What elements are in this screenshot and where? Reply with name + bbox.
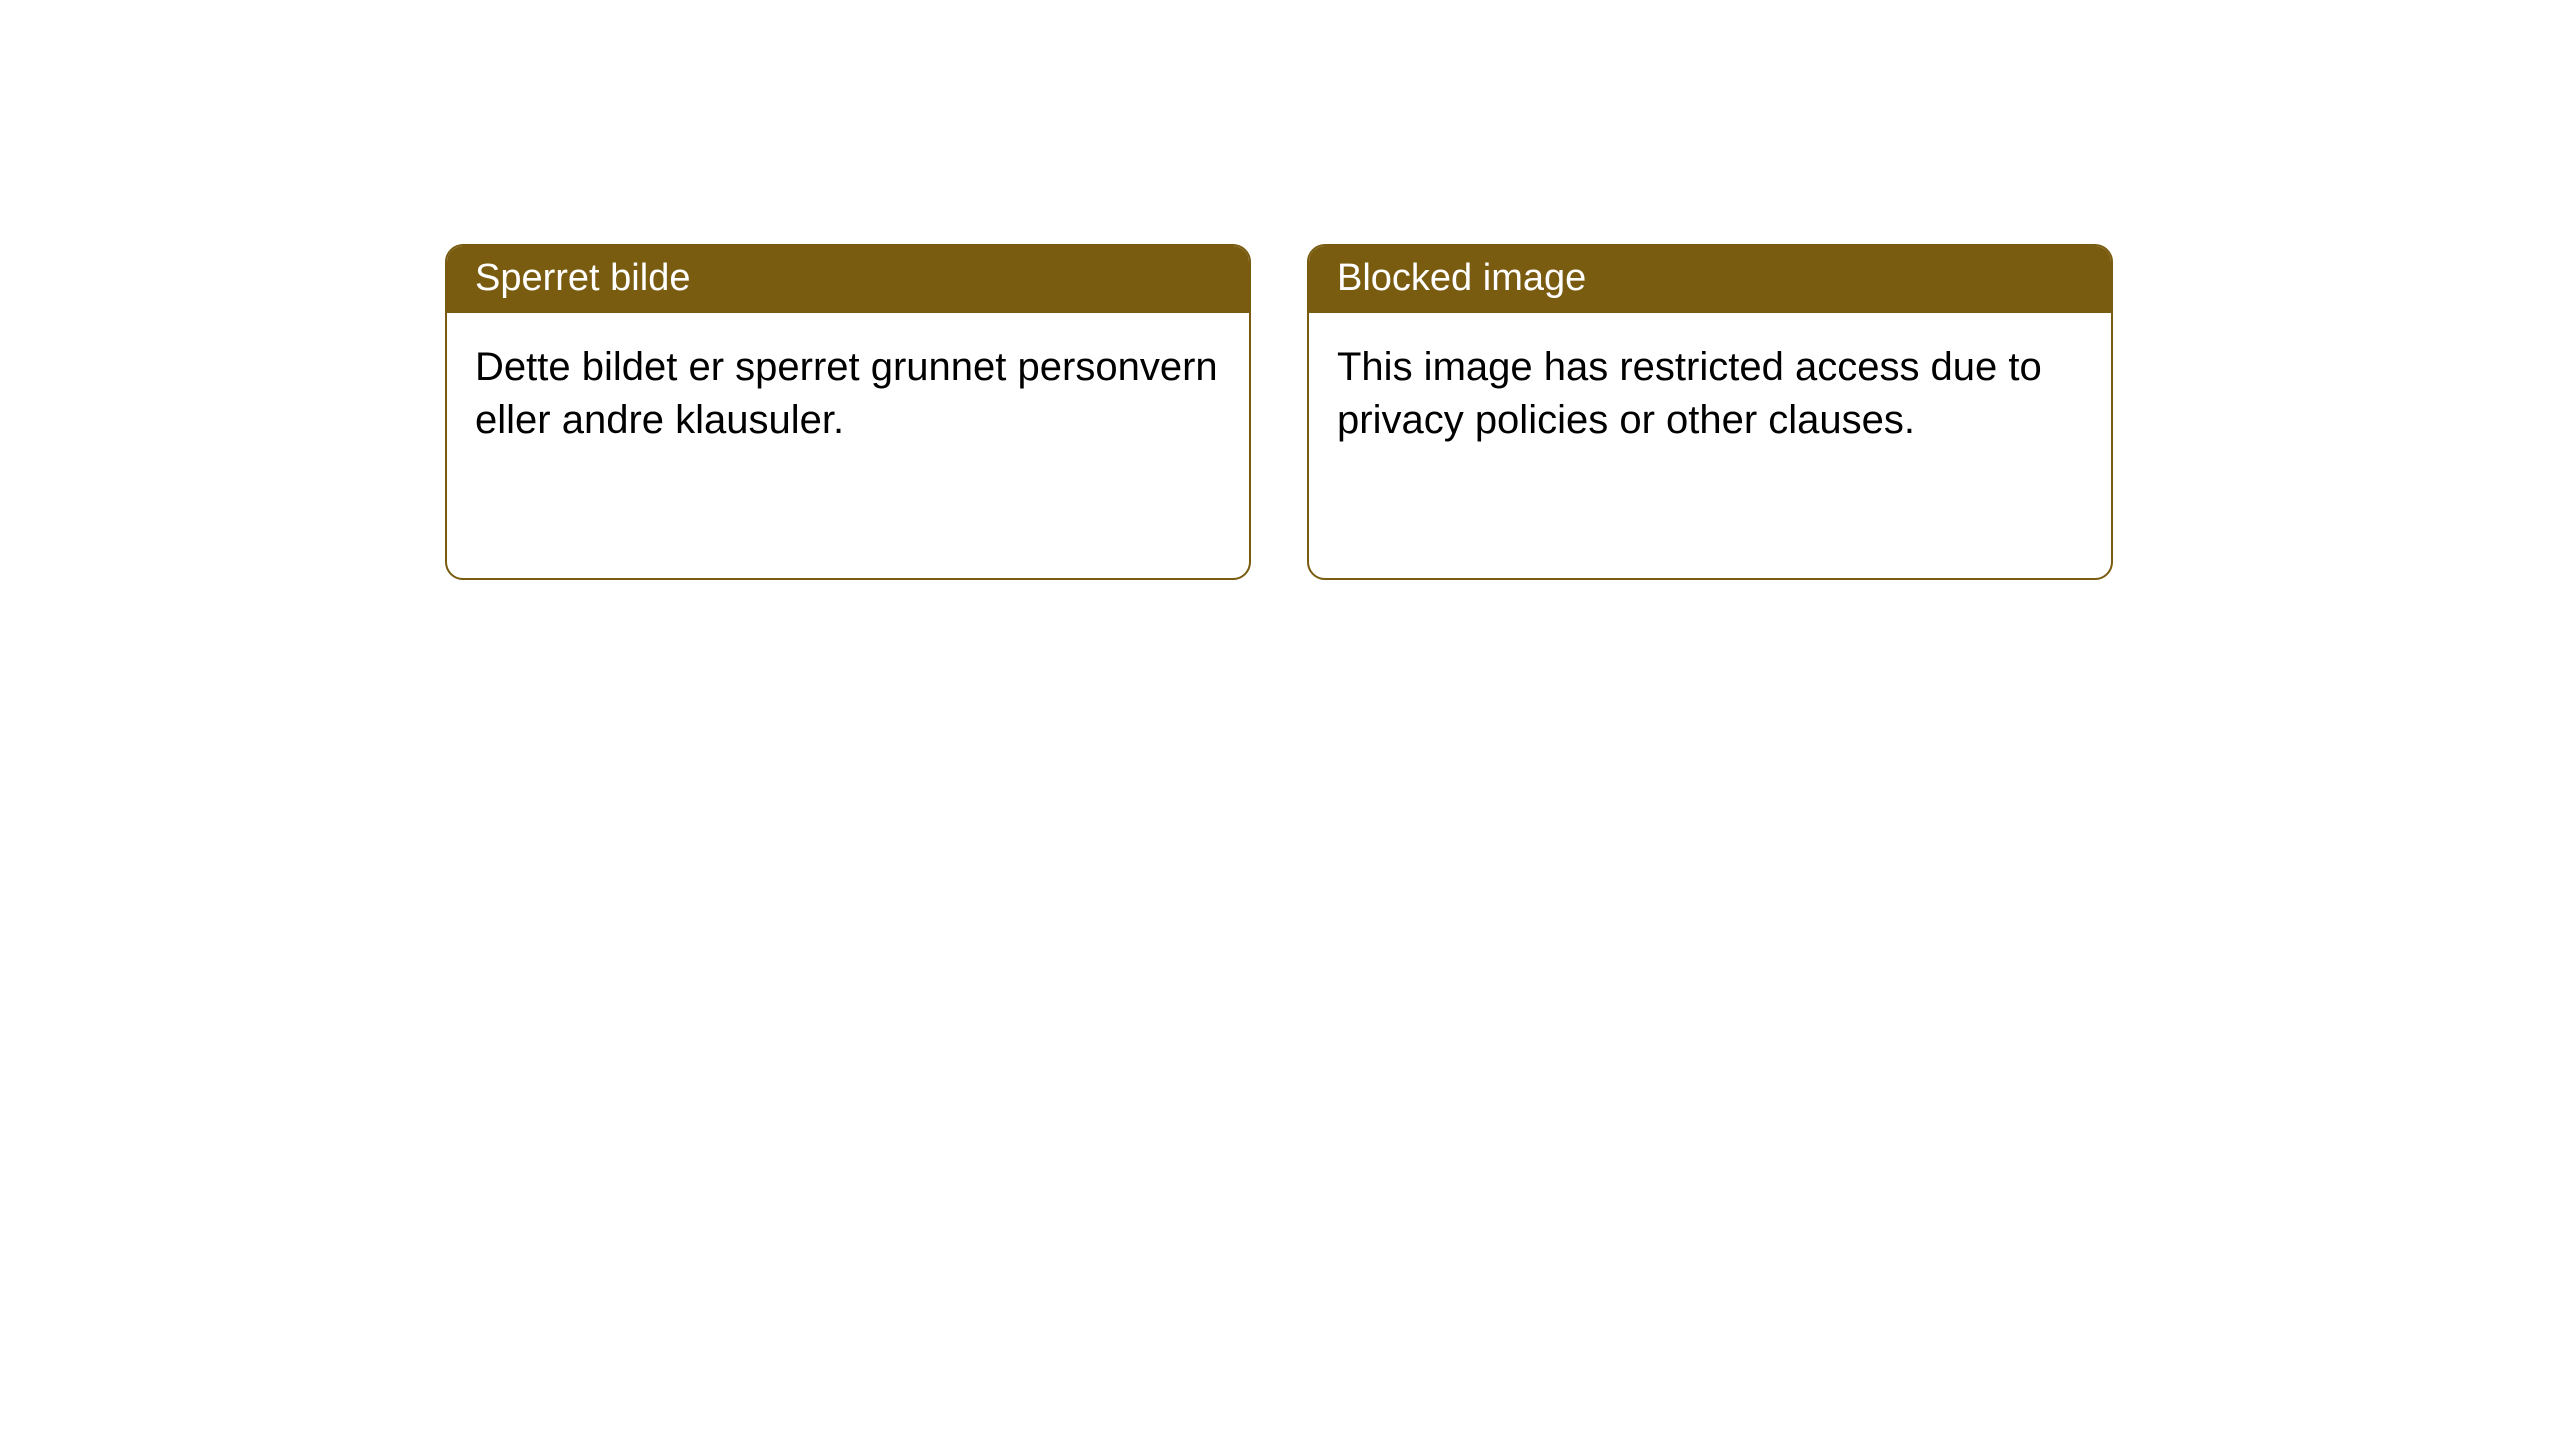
notice-title: Blocked image: [1309, 246, 2111, 313]
notice-box-norwegian: Sperret bilde Dette bildet er sperret gr…: [445, 244, 1251, 580]
notice-box-english: Blocked image This image has restricted …: [1307, 244, 2113, 580]
notice-body: This image has restricted access due to …: [1309, 313, 2111, 475]
notice-container: Sperret bilde Dette bildet er sperret gr…: [0, 0, 2560, 580]
notice-title: Sperret bilde: [447, 246, 1249, 313]
notice-body: Dette bildet er sperret grunnet personve…: [447, 313, 1249, 475]
